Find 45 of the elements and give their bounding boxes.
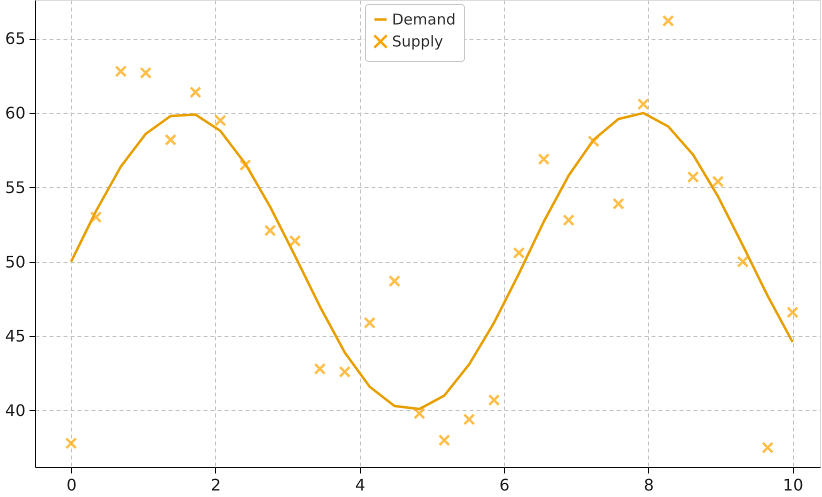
y-tick-label: 45 [5, 326, 26, 346]
y-tick-label: 65 [5, 29, 26, 48]
point [562, 214, 575, 226]
point [264, 224, 276, 237]
x-tick-label: 0 [66, 476, 77, 494]
point [239, 159, 252, 172]
point [364, 316, 376, 329]
point [438, 434, 450, 446]
point [413, 407, 426, 420]
point [588, 135, 600, 148]
line-series [70, 112, 794, 410]
point [512, 246, 525, 259]
point [90, 211, 102, 224]
legend-label: Supply [392, 32, 444, 50]
y-tick-label: 55 [5, 178, 26, 197]
point [488, 394, 500, 406]
x-tick-label: 8 [644, 476, 654, 494]
point [314, 362, 326, 375]
x-tick-label: 6 [499, 476, 510, 494]
point [164, 134, 177, 146]
point [786, 306, 799, 318]
point [140, 66, 152, 79]
point [736, 256, 749, 268]
y-tick-label: 50 [5, 252, 26, 272]
point [189, 86, 202, 98]
point [65, 437, 78, 450]
point [712, 175, 724, 188]
point [662, 14, 674, 27]
x-tick-label: 4 [355, 476, 366, 494]
point [538, 153, 550, 166]
x-tick-label: 2 [210, 476, 221, 494]
y-tick-label: 60 [5, 104, 26, 123]
point [114, 65, 127, 78]
point [463, 413, 476, 426]
legend-label: Demand [392, 10, 456, 28]
point [637, 98, 650, 110]
point [762, 442, 774, 454]
point [687, 170, 700, 183]
point [388, 275, 401, 288]
point [288, 234, 301, 247]
y-tick-label: 40 [5, 400, 26, 420]
point [612, 198, 624, 210]
point [338, 366, 351, 378]
point [214, 114, 226, 126]
x-tick-label: 10 [782, 476, 804, 494]
